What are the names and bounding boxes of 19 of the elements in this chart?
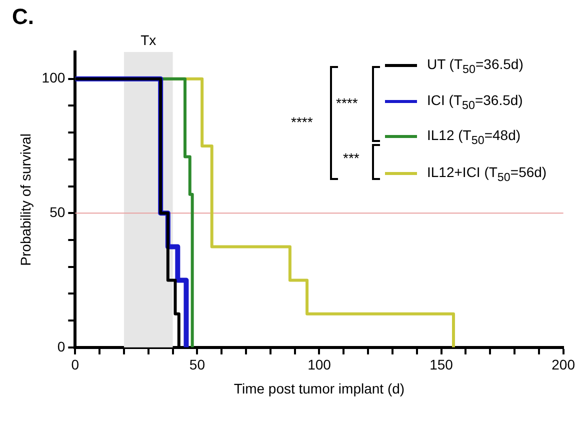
y-tick-label: 50 [50,204,66,220]
legend-label: ICI (T$_{50}$=36.5d) [426,92,523,112]
x-tick-label: 50 [189,356,206,373]
chart-title: C. [12,4,34,30]
legend-label: UT (T$_{50}$=36.5d) [426,56,524,76]
y-tick-label: 100 [42,70,66,86]
annotation: **** [336,95,358,111]
annotation: **** [291,114,313,130]
x-tick-label: 100 [308,356,332,373]
annotation: *** [343,150,360,166]
band-label: Tx [140,32,156,48]
x-tick-label: 200 [552,356,576,373]
x-tick-label: 0 [71,356,80,373]
legend-label: IL12+ICI (T$_{50}$=56d) [426,164,547,184]
legend-label: IL12 (T$_{50}$=48d) [426,127,521,147]
x-axis-title: Time post tumor implant (d) [234,380,405,396]
y-tick-label: 0 [57,338,66,354]
x-tick-label: 150 [430,356,454,373]
y-axis-title: Probability of survival [17,134,34,266]
